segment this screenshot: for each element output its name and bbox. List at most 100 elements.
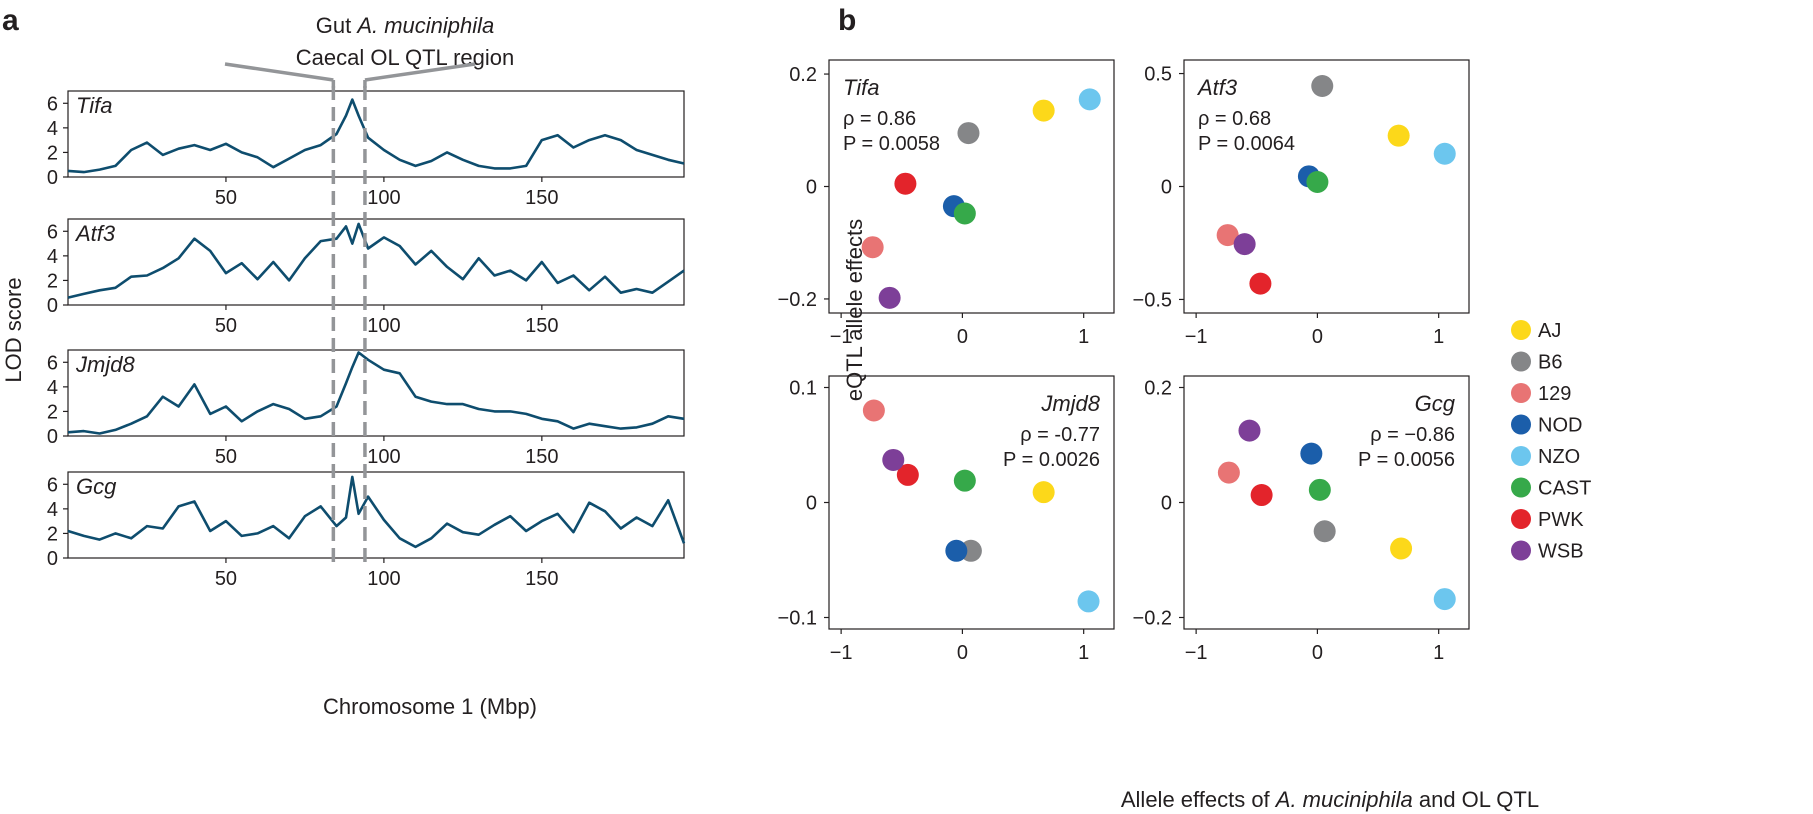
scatter-panel-jmjd8: −0.1 0 0.1 −1 0 1 Jmjd8 ρ = -0.77 P = 0.0026 [778, 375, 1115, 664]
x-tick-label: −1 [1185, 326, 1208, 348]
legend-item-nzo: NZO [1511, 446, 1580, 468]
point-b6 [1313, 520, 1336, 543]
y-tick-label: 6 [47, 93, 58, 115]
strain-legend: AJ B6 129 NOD NZO CAST PWK WSB [1511, 320, 1591, 563]
lod-plot-frame [67, 90, 685, 178]
x-tick-label: 150 [525, 446, 558, 468]
x-tick-label: 100 [367, 568, 400, 590]
point-aj [1032, 481, 1055, 504]
y-tick-label: 4 [47, 499, 58, 521]
gene-label: Tifa [76, 93, 112, 118]
panel-a-xlabel: Chromosome 1 (Mbp) [323, 694, 537, 719]
y-tick-label: 2 [47, 142, 58, 164]
y-tick-label: 6 [47, 352, 58, 374]
gene-label: Gcg [1415, 391, 1456, 416]
x-tick-label: 100 [367, 187, 400, 209]
point-pwk [896, 463, 919, 486]
point-nzo [1433, 142, 1456, 165]
rho-label: ρ = −0.86 [1370, 424, 1455, 446]
panel-a-ylabel: LOD score [1, 277, 26, 382]
legend-item-129: 129 [1511, 383, 1571, 405]
y-tick-label: −0.5 [1133, 289, 1172, 311]
lod-line-gcg [67, 475, 686, 549]
y-tick-label: −0.2 [1133, 608, 1172, 630]
y-tick-label: 2 [47, 270, 58, 292]
point-aj [1387, 124, 1410, 147]
scatter-panel-gcg: −0.2 0 0.2 −1 0 1 Gcg ρ = −0.86 P = 0.0056 [1133, 375, 1470, 664]
legend-item-wsb: WSB [1511, 540, 1584, 563]
p-value-label: P = 0.0058 [843, 133, 940, 155]
legend-swatch [1511, 351, 1531, 372]
x-tick-label: 0 [1312, 326, 1323, 348]
p-value-label: P = 0.0026 [1003, 449, 1100, 471]
lod-line-jmjd8 [67, 351, 685, 435]
legend-swatch [1511, 446, 1531, 466]
legend-label: PWK [1538, 509, 1584, 531]
point-129 [1217, 461, 1240, 484]
y-tick-label: 2 [47, 401, 58, 423]
x-tick-label: −1 [830, 326, 853, 348]
legend-item-aj: AJ [1511, 320, 1561, 342]
allele-effect-scatters: −0.2 0 0.2 −1 0 1 Tifa ρ = 0.86 P = 0.0058 −0.5 0 0… [778, 59, 1470, 664]
y-tick-label: 0.2 [1144, 378, 1172, 400]
legend-label: 129 [1538, 383, 1571, 405]
x-tick-label: 1 [1433, 326, 1444, 348]
point-nod [1300, 442, 1323, 465]
point-pwk [894, 172, 917, 195]
point-cast [1308, 478, 1331, 501]
qtl-region-guides [224, 62, 476, 562]
p-value-label: P = 0.0064 [1198, 133, 1295, 155]
point-pwk [1250, 484, 1273, 507]
point-wsb [882, 448, 905, 471]
x-tick-label: 50 [215, 568, 237, 590]
x-tick-label: 150 [525, 315, 558, 337]
rho-label: ρ = 0.68 [1198, 108, 1271, 130]
panel-b-letter: b [838, 4, 856, 37]
lod-plot-frame [67, 349, 685, 437]
point-129 [861, 236, 884, 259]
x-tick-label: 0 [1312, 642, 1323, 664]
legend-label: CAST [1538, 478, 1591, 500]
y-tick-label: 0.5 [1144, 64, 1172, 86]
legend-item-cast: CAST [1511, 477, 1591, 500]
point-wsb [1233, 233, 1256, 256]
y-tick-label: 0 [1161, 177, 1172, 199]
qtl-annotation-line2: Caecal OL QTL region [296, 45, 514, 70]
qtl-annotation-line1: Gut A. muciniphila [316, 13, 495, 38]
y-tick-label: 6 [47, 221, 58, 243]
y-tick-label: 0.2 [789, 64, 817, 86]
gene-label: Atf3 [1196, 75, 1238, 100]
y-tick-label: 2 [47, 523, 58, 545]
x-tick-label: 1 [1078, 642, 1089, 664]
y-tick-label: 4 [47, 246, 58, 268]
legend-item-nod: NOD [1511, 414, 1582, 437]
legend-item-pwk: PWK [1511, 509, 1584, 531]
scatter-panel-tifa: −0.2 0 0.2 −1 0 1 Tifa ρ = 0.86 P = 0.0058 [778, 59, 1115, 348]
x-tick-label: 100 [367, 446, 400, 468]
qtl-callout-right [364, 62, 476, 82]
y-tick-label: 0 [806, 493, 817, 515]
point-nzo [1077, 590, 1100, 613]
lod-line-tifa [67, 98, 685, 174]
point-b6 [1311, 74, 1334, 97]
x-tick-label: −1 [830, 642, 853, 664]
lod-panel-gcg: 0 24 6 50 100 150 Gcg [47, 471, 686, 590]
y-tick-label: 0.1 [789, 378, 817, 400]
lod-panel-tifa: 0 24 6 50 100 150 Tifa [47, 90, 685, 209]
legend-label: NZO [1538, 446, 1580, 468]
x-tick-label: 0 [957, 642, 968, 664]
point-wsb [878, 286, 901, 309]
scatter-panel-atf3: −0.5 0 0.5 −1 0 1 Atf3 ρ = 0.68 P = 0.0064 [1133, 59, 1470, 348]
y-tick-label: −0.2 [778, 289, 817, 311]
y-tick-label: −0.1 [778, 608, 817, 630]
lod-plot-frame [67, 218, 685, 306]
qtl-callout-left [224, 62, 334, 82]
rho-label: ρ = -0.77 [1020, 424, 1100, 446]
point-cast [1306, 170, 1329, 193]
lod-panel-jmjd8: 0 24 6 50 100 150 Jmjd8 [47, 349, 685, 468]
legend-item-b6: B6 [1511, 351, 1562, 374]
y-tick-label: 6 [47, 474, 58, 496]
gene-label: Atf3 [74, 221, 116, 246]
